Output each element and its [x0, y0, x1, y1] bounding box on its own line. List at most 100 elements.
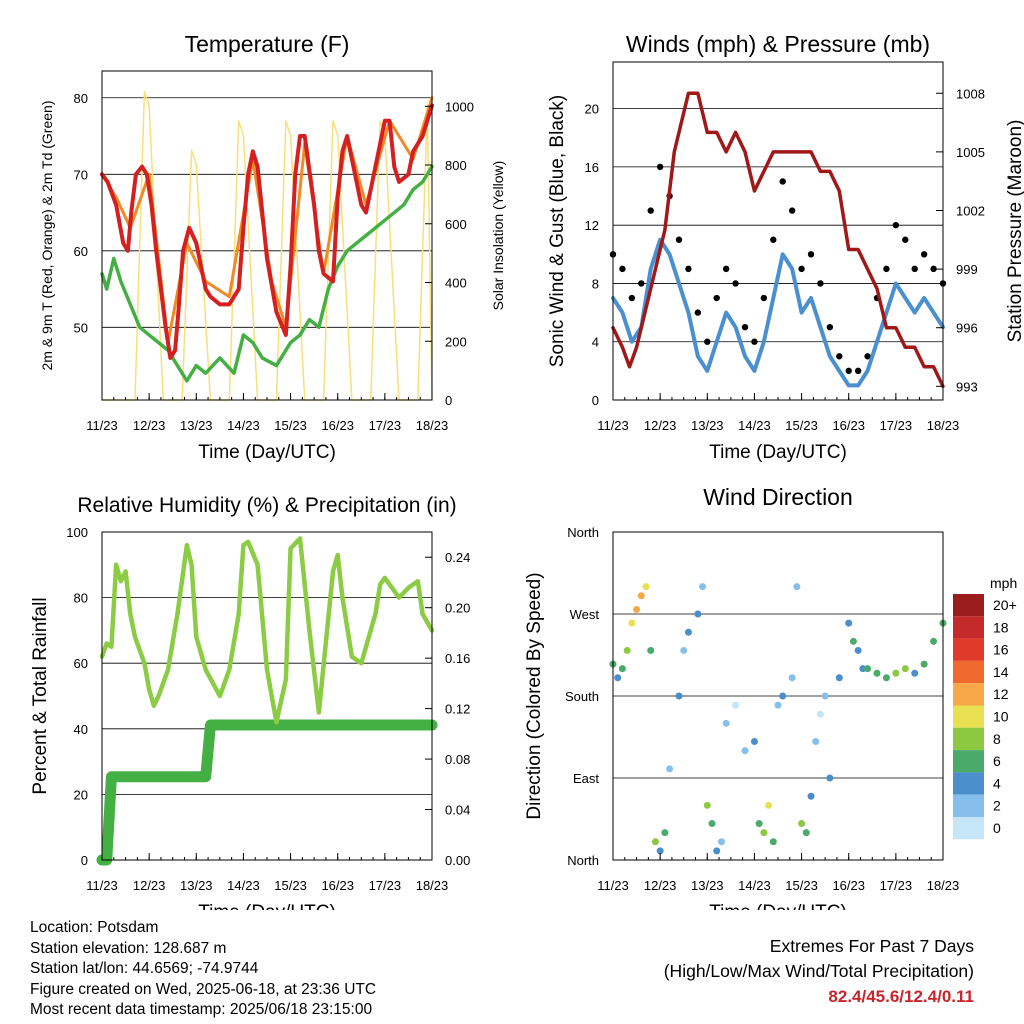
y2-tick-label: 400 — [445, 276, 467, 291]
chart-title: Relative Humidity (%) & Precipitation (i… — [77, 494, 456, 517]
direction-point — [864, 665, 872, 673]
y-axis-label: 2m & 9m T (Red, Orange) & 2m Td (Green) — [39, 101, 55, 371]
gust-point — [638, 280, 645, 287]
direction-point — [717, 838, 725, 846]
y-tick-label: 20 — [585, 102, 599, 117]
x-tick-label: 18/23 — [927, 878, 960, 893]
x-tick-label: 12/23 — [644, 418, 677, 433]
wind-speed-series — [611, 237, 945, 388]
legend-label: 2 — [993, 798, 1001, 814]
gust-point — [741, 323, 749, 331]
x-tick-label: 12/23 — [644, 878, 677, 893]
direction-point — [633, 605, 641, 613]
direction-point — [802, 829, 810, 837]
legend-swatch — [953, 750, 984, 773]
chart-title: Wind Direction — [703, 484, 853, 510]
x-tick-label: 17/23 — [369, 878, 402, 893]
gust-point — [656, 163, 664, 171]
gust-point — [920, 251, 928, 258]
extremes-box: Extremes For Past 7 Days (High/Low/Max W… — [664, 934, 974, 1009]
direction-point — [750, 738, 758, 746]
extremes-values: 82.4/45.6/12.4/0.11 — [828, 987, 974, 1006]
y-tick-label: 20 — [74, 787, 88, 802]
direction-point — [708, 820, 716, 828]
gust-point — [779, 178, 786, 185]
y-tick-label: 100 — [66, 525, 88, 540]
y2-tick-label: 993 — [956, 379, 978, 394]
x-axis-label: Time (Day/UTC) — [198, 442, 336, 463]
legend-swatch — [953, 727, 984, 751]
gust-point — [817, 280, 824, 287]
x-tick-label: 11/23 — [86, 418, 118, 433]
x-tick-label: 15/23 — [785, 418, 818, 433]
direction-point — [807, 792, 815, 800]
y-tick-label: 0 — [81, 853, 88, 868]
extremes-subtitle: (High/Low/Max Wind/Total Precipitation) — [663, 961, 974, 981]
y-tick-label: West — [570, 607, 600, 622]
y2-tick-label: 0.24 — [445, 550, 470, 565]
legend-title: mph — [990, 575, 1017, 591]
x-tick-label: 18/23 — [416, 418, 449, 433]
x-tick-label: 13/23 — [691, 418, 724, 433]
y2-tick-label: 0.12 — [445, 702, 470, 717]
gust-point — [892, 221, 900, 229]
y2-tick-label: 996 — [956, 321, 978, 336]
y2-tick-label: 0.00 — [445, 853, 470, 868]
gust-point — [704, 338, 711, 345]
gust-point — [675, 236, 683, 243]
direction-point — [623, 646, 631, 654]
y-axis-label: Percent & Total Rainfall — [30, 597, 51, 794]
wind-pressure-panel: 0 4 8 12 16 20 993 996 999 1002 1005 1008 Winds (mph… — [547, 31, 1024, 463]
x-axis-label: Time (Day/UTC) — [709, 442, 847, 463]
gust-point — [685, 265, 692, 273]
direction-point — [703, 801, 711, 809]
y2-tick-label: 0.04 — [445, 803, 470, 818]
legend-swatch — [953, 817, 984, 840]
x-tick-label: 15/23 — [785, 878, 818, 893]
chart-title: Temperature (F) — [185, 31, 350, 57]
direction-point — [769, 838, 777, 846]
x-tick-label: 12/23 — [133, 418, 166, 433]
y-axis-label: Sonic Wind & Gust (Blue, Black) — [547, 95, 568, 367]
x-tick-label: 16/23 — [321, 418, 354, 433]
direction-point — [821, 692, 829, 700]
direction-point — [675, 692, 683, 700]
x-tick-label: 13/23 — [691, 878, 724, 893]
x-tick-label: 13/23 — [180, 878, 213, 893]
x-tick-label: 14/23 — [738, 418, 771, 433]
direction-point — [920, 660, 928, 668]
direction-point — [849, 637, 857, 645]
y-tick-label: 0 — [592, 393, 599, 408]
gust-point — [788, 207, 796, 214]
gust-point — [883, 265, 890, 273]
plot-frame — [101, 70, 433, 401]
y2-tick-label: 1005 — [956, 145, 985, 160]
x-tick-label: 13/23 — [180, 418, 213, 433]
y2-axis-label: Solar Insolation (Yellow) — [490, 161, 506, 311]
direction-point — [741, 747, 749, 755]
direction-point — [755, 820, 763, 828]
x-tick-label: 11/23 — [597, 418, 629, 433]
direction-point — [798, 820, 806, 828]
gust-point — [836, 353, 843, 360]
gust-point — [628, 294, 636, 302]
legend-label: 10 — [993, 709, 1009, 725]
x-tick-label: 16/23 — [321, 878, 354, 893]
direction-point — [826, 774, 834, 782]
legend-label: 12 — [993, 686, 1009, 702]
legend-swatch — [953, 638, 984, 661]
y2-tick-label: 800 — [445, 158, 467, 173]
y-tick-label: North — [567, 525, 599, 540]
gust-point — [713, 294, 720, 302]
direction-point — [812, 738, 820, 746]
x-tick-label: 14/23 — [738, 878, 771, 893]
direction-point — [684, 628, 692, 636]
wind-direction-panel: North East South West North Wind Direction Tim… — [524, 484, 1017, 910]
x-tick-label: 11/23 — [86, 878, 118, 893]
elevation-text: Station elevation: 128.687 m — [30, 939, 227, 957]
y-tick-label: 8 — [592, 276, 599, 291]
gust-point — [854, 367, 862, 375]
x-tick-label: 16/23 — [832, 418, 865, 433]
gust-point — [732, 280, 739, 287]
legend-swatch — [953, 772, 984, 795]
